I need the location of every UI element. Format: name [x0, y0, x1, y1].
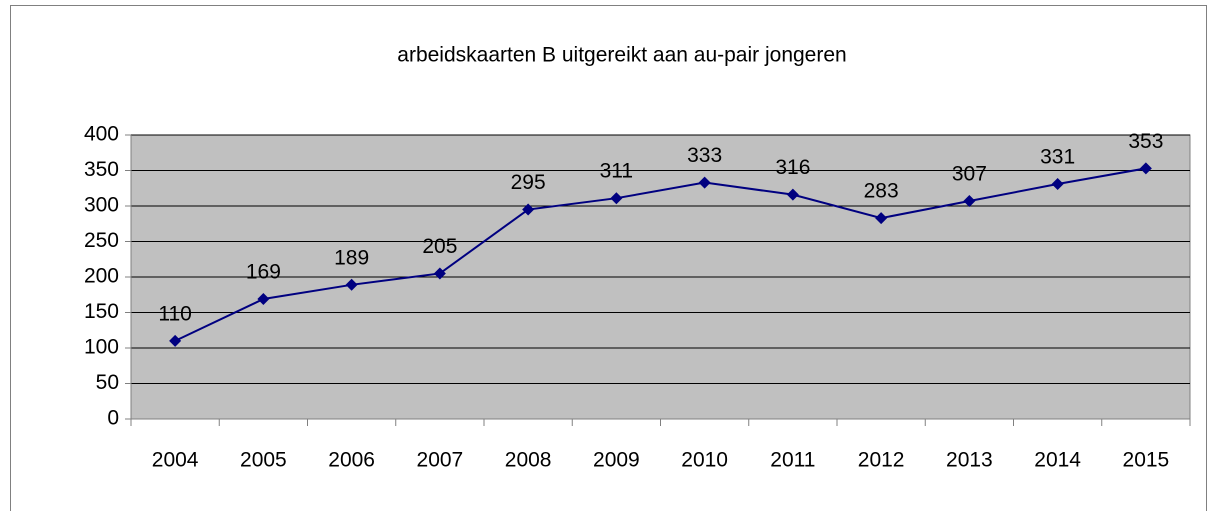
- x-tick-label: 2006: [328, 449, 375, 472]
- chart-title: arbeidskaarten B uitgereikt aan au-pair …: [397, 44, 846, 67]
- marker: [522, 203, 535, 216]
- data-label: 205: [422, 235, 457, 258]
- data-label: 110: [158, 302, 191, 325]
- x-tick-label: 2007: [417, 449, 464, 472]
- y-tick-label: 250: [84, 229, 119, 252]
- y-tick-label: 350: [84, 158, 119, 181]
- data-label: 189: [334, 246, 369, 269]
- marker: [169, 334, 182, 347]
- data-label: 316: [775, 156, 810, 179]
- x-tick-label: 2014: [1034, 449, 1081, 472]
- x-tick-label: 2011: [770, 449, 815, 472]
- x-tick-label: 2005: [240, 449, 287, 472]
- x-tick-label: 2010: [681, 449, 728, 472]
- x-tick-label: 2013: [946, 449, 993, 472]
- x-tick-label: 2004: [152, 449, 199, 472]
- marker: [698, 176, 711, 189]
- marker: [786, 188, 799, 201]
- marker: [257, 293, 270, 306]
- x-tick-label: 2015: [1123, 449, 1170, 472]
- data-label: 333: [687, 144, 722, 167]
- data-label: 295: [511, 171, 546, 194]
- x-tick-label: 2009: [593, 449, 640, 472]
- y-tick-label: 0: [107, 407, 119, 430]
- marker: [875, 212, 888, 225]
- marker: [1139, 162, 1152, 175]
- y-tick-label: 200: [84, 265, 119, 288]
- data-label: 169: [246, 261, 281, 284]
- marker: [610, 192, 623, 205]
- y-tick-label: 150: [84, 300, 119, 323]
- marker: [1051, 177, 1064, 190]
- data-label: 353: [1128, 130, 1163, 153]
- y-tick-label: 400: [84, 123, 119, 146]
- marker: [963, 195, 976, 208]
- marker: [345, 278, 358, 291]
- y-tick-label: 300: [84, 194, 119, 217]
- y-tick-label: 50: [96, 371, 119, 394]
- x-tick-label: 2012: [858, 449, 905, 472]
- data-label: 307: [952, 163, 987, 186]
- x-tick-label: 2008: [505, 449, 552, 472]
- line: [174, 167, 1147, 342]
- y-tick-label: 100: [84, 336, 119, 359]
- data-label: 331: [1040, 146, 1075, 169]
- marker: [433, 267, 446, 280]
- data-label: 283: [864, 180, 899, 203]
- data-label: 311: [600, 160, 633, 183]
